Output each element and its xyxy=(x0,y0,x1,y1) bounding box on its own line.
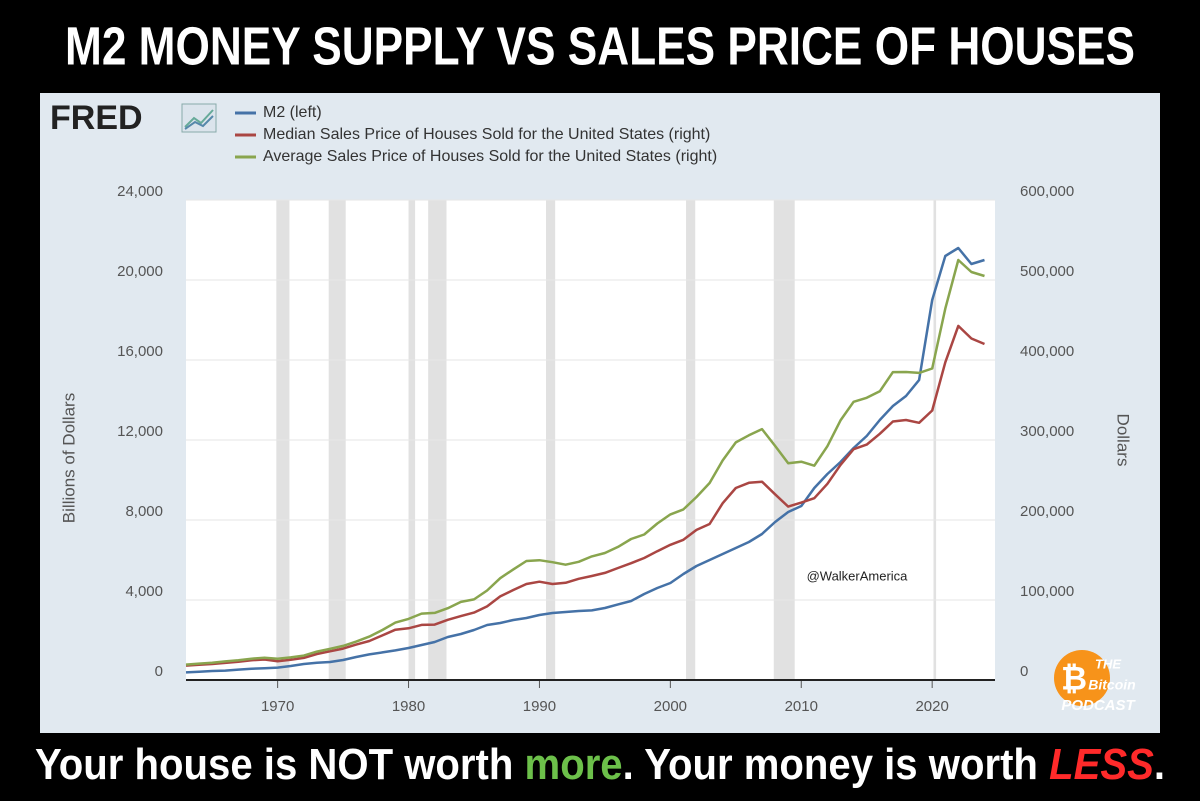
svg-text:₿: ₿ xyxy=(1061,660,1087,696)
y2-tick-label: 400,000 xyxy=(1020,343,1074,360)
source-logo: FRED xyxy=(50,99,143,137)
y-tick-label: 16,000 xyxy=(117,343,163,360)
legend-label: Median Sales Price of Houses Sold for th… xyxy=(263,126,710,143)
series-line xyxy=(185,324,985,667)
legend-label: Average Sales Price of Houses Sold for t… xyxy=(263,148,717,165)
y2-tick-label: 100,000 xyxy=(1020,583,1074,600)
y-tick-label: 0 xyxy=(155,663,163,680)
logo-bottom: PODCAST xyxy=(1061,697,1136,714)
x-tick-label: 2000 xyxy=(654,698,687,715)
y2-tick-label: 200,000 xyxy=(1020,503,1074,520)
y-tick-label: 8,000 xyxy=(125,503,163,520)
caption-highlight: LESS xyxy=(1049,740,1154,789)
x-tick-label: 1980 xyxy=(392,698,425,715)
plot: 0 4,000 8,000 12,000 16,000 20,000 24,000 0 100,… xyxy=(117,183,1074,715)
y-tick-label: 12,000 xyxy=(117,423,163,440)
caption-part: . Your money is worth xyxy=(623,740,1049,789)
caption-highlight: more xyxy=(525,740,623,789)
x-tick-label: 2010 xyxy=(785,698,818,715)
caption-part: . xyxy=(1154,740,1165,789)
logo-top: THE xyxy=(1095,656,1121,671)
x-tick-label: 1990 xyxy=(523,698,556,715)
y-tick-label: 24,000 xyxy=(117,183,163,200)
annotation: @WalkerAmerica xyxy=(807,568,909,583)
y-tick-label: 4,000 xyxy=(125,583,163,600)
y2-tick-label: 500,000 xyxy=(1020,263,1074,280)
caption-part: Your house is NOT worth xyxy=(35,740,525,789)
podcast-logo: ₿ THE Bitcoin PODCAST xyxy=(1054,650,1137,714)
y2-tick-label: 600,000 xyxy=(1020,183,1074,200)
title: M2 MONEY SUPPLY VS SALES PRICE OF HOUSES xyxy=(65,16,1135,76)
fred-icon xyxy=(181,103,217,133)
y2-tick-label: 300,000 xyxy=(1020,423,1074,440)
caption: Your house is NOT worth more. Your money… xyxy=(35,740,1165,789)
x-tick-label: 2020 xyxy=(915,698,948,715)
logo-middle: Bitcoin xyxy=(1088,677,1135,693)
series-line xyxy=(185,258,985,666)
y2-axis-title: Dollars xyxy=(1114,414,1133,467)
y-tick-label: 20,000 xyxy=(117,263,163,280)
legend-label: M2 (left) xyxy=(263,104,322,121)
x-tick-label: 1970 xyxy=(261,698,294,715)
y-axis-title: Billions of Dollars xyxy=(59,393,78,523)
y2-tick-label: 0 xyxy=(1020,663,1028,680)
